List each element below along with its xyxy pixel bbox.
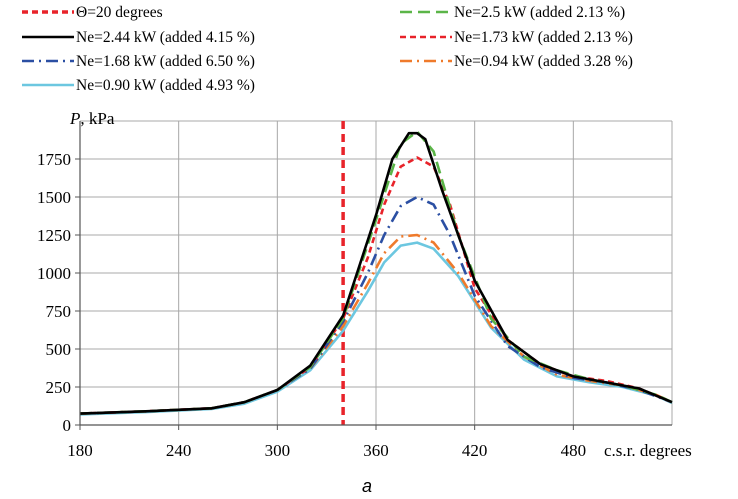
axes: 0 250 500 750 1000 1250 1500 1750 180 240 300 360 42… [37, 121, 672, 460]
x-tick-label: 240 [166, 441, 192, 460]
x-tick-label: 360 [363, 441, 389, 460]
y-tick-label: 1000 [37, 264, 71, 283]
x-tick-label: 480 [561, 441, 587, 460]
y-axis-label: P, kPa [69, 109, 115, 128]
legend: Θ=20 degrees Ne=2.5 kW (added 2.13 %) Ne=2… [22, 4, 633, 94]
y-tick-label: 1750 [37, 150, 71, 169]
y-tick-label: 750 [46, 302, 72, 321]
y-tick-label: 250 [46, 378, 72, 397]
x-tick-label: 180 [67, 441, 93, 460]
y-axis-label-unit: , kPa [80, 109, 114, 128]
y-tick-label: 1250 [37, 226, 71, 245]
y-tick-label: 1500 [37, 188, 71, 207]
legend-label: Ne=2.5 kW (added 2.13 %) [454, 4, 625, 21]
grid [80, 120, 673, 425]
x-tick-label: 300 [265, 441, 291, 460]
y-tick-label: 0 [63, 416, 72, 435]
legend-label: Ne=0.90 kW (added 4.93 %) [76, 77, 255, 94]
series-layer [79, 121, 673, 425]
figure-caption: a [362, 476, 372, 496]
series-line-ne-2-44-kw-added-4-15 [79, 131, 673, 415]
y-tick-label: 500 [46, 340, 72, 359]
y-axis-label-symbol: P [69, 109, 80, 128]
legend-label: Θ=20 degrees [76, 4, 163, 21]
series-line-ne-0-90-kw-added-4-93 [79, 241, 673, 416]
legend-label: Ne=1.68 kW (added 6.50 %) [76, 53, 255, 70]
legend-label: Ne=2.44 kW (added 4.15 %) [76, 29, 255, 46]
legend-label: Ne=1.73 kW (added 2.13 %) [454, 29, 633, 46]
x-axis-label: c.s.r. degrees [604, 441, 692, 460]
legend-label: Ne=0.94 kW (added 3.28 %) [454, 53, 633, 70]
x-tick-label: 420 [462, 441, 488, 460]
